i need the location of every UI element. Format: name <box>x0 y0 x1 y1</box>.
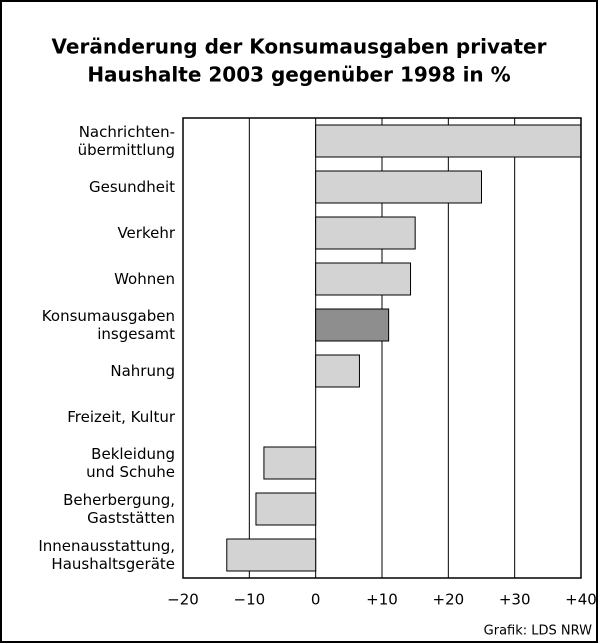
x-tick-label: 0 <box>311 591 321 609</box>
bar <box>315 262 412 296</box>
source: Grafik: LDS NRW <box>484 624 592 639</box>
bar <box>315 170 482 204</box>
y-tick-label: Nachrichten-übermittlung <box>78 123 175 159</box>
y-tick-label: Freizeit, Kultur <box>67 408 176 426</box>
chart-title: Haushalte 2003 gegenüber 1998 in % <box>87 63 510 87</box>
y-tick-label: Gesundheit <box>89 178 175 196</box>
x-tick-label: +30 <box>499 591 531 609</box>
x-tick-label: +40 <box>565 591 597 609</box>
bar <box>315 216 416 250</box>
bar <box>315 354 360 388</box>
bar <box>315 124 582 158</box>
chart-title: Veränderung der Konsumausgaben privater <box>52 35 547 59</box>
y-tick-label: Beherbergung, Gaststätten <box>63 491 175 527</box>
y-tick-label: Verkehr <box>117 224 175 242</box>
x-tick-label: +20 <box>433 591 465 609</box>
y-tick-label: Innenausstattung, Haushaltsgeräte <box>38 537 175 573</box>
y-tick-label: Nahrung <box>110 362 175 380</box>
y-tick-label: Konsumausgaben insgesamt <box>42 307 175 343</box>
x-tick-label: −20 <box>167 591 199 609</box>
x-tick-label: −10 <box>234 591 266 609</box>
bar <box>263 446 317 480</box>
plot-frame <box>182 117 582 579</box>
y-tick-label: Wohnen <box>114 270 175 288</box>
bar <box>315 308 390 342</box>
y-tick-label: Bekleidung und Schuhe <box>86 445 175 481</box>
x-tick-label: +10 <box>366 591 398 609</box>
bar <box>226 538 317 572</box>
bar <box>255 492 317 526</box>
